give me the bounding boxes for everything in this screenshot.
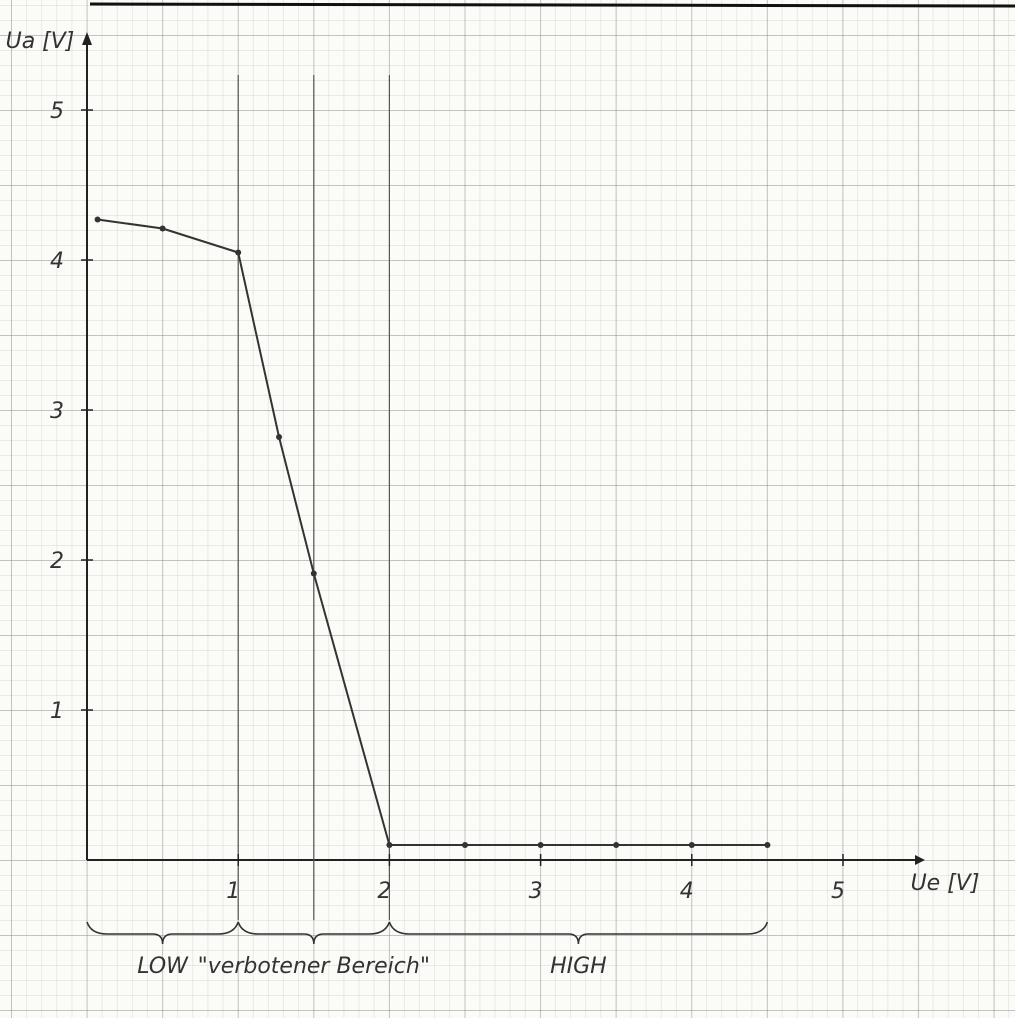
data-point [310, 570, 317, 577]
region-brace [237, 921, 391, 945]
y-axis-label: Ua [V] [6, 29, 75, 54]
x-axis-arrow [915, 855, 925, 865]
data-point [94, 216, 101, 223]
y-tick-label: 2 [50, 549, 64, 574]
data-line [97, 218, 768, 846]
data-point [462, 842, 468, 848]
region-brace [86, 921, 239, 945]
y-tick-label: 4 [50, 249, 64, 274]
data-point [688, 842, 695, 848]
data-point [613, 842, 620, 848]
x-tick-label: 1 [226, 879, 240, 904]
x-tick-label: 3 [529, 879, 543, 904]
x-tick-label: 5 [831, 879, 845, 904]
region-label: HIGH [550, 954, 607, 979]
data-point [537, 842, 544, 848]
data-point [386, 842, 393, 848]
y-axis-arrow [82, 32, 92, 45]
data-point [764, 842, 771, 848]
y-tick-label: 5 [50, 99, 64, 124]
x-tick-label: 2 [377, 879, 391, 904]
data-point [276, 434, 283, 440]
data-point [235, 249, 242, 256]
x-tick-label: 4 [680, 879, 694, 904]
y-tick-label: 1 [50, 699, 64, 724]
region-label: "verbotener Bereich" [198, 954, 430, 979]
region-label: LOW [137, 954, 189, 979]
data-point [159, 225, 166, 232]
region-brace [388, 921, 769, 945]
y-tick-label: 3 [50, 399, 64, 424]
x-axis-label: Ue [V] [911, 871, 980, 896]
title-underline [89, 2, 1015, 8]
